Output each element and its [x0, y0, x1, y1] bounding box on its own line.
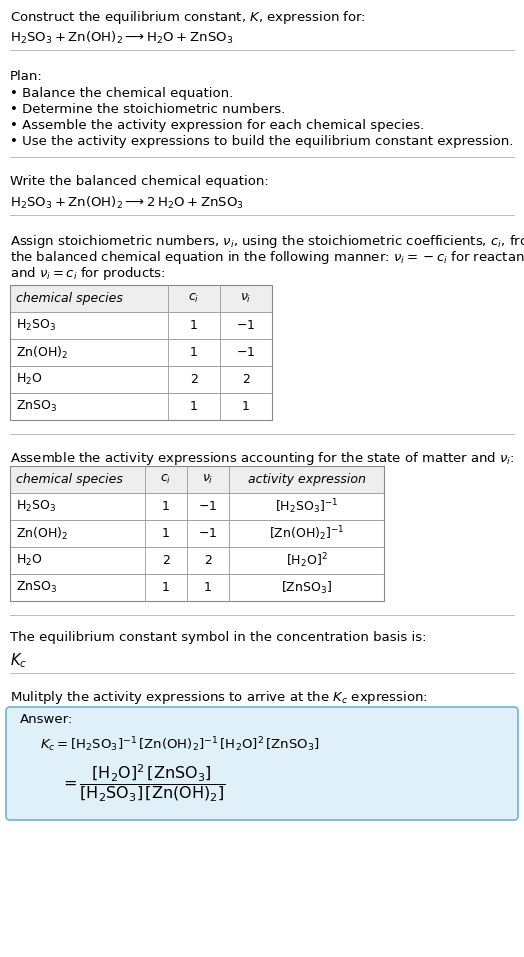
Text: Mulitply the activity expressions to arrive at the $K_c$ expression:: Mulitply the activity expressions to arr…	[10, 689, 428, 706]
Text: • Balance the chemical equation.: • Balance the chemical equation.	[10, 87, 233, 100]
Text: and $\nu_i = c_i$ for products:: and $\nu_i = c_i$ for products:	[10, 265, 166, 282]
Text: $K_c$: $K_c$	[10, 651, 27, 670]
Text: 1: 1	[190, 319, 198, 332]
Text: Plan:: Plan:	[10, 70, 43, 83]
Text: $\mathrm{H_2SO_3}$: $\mathrm{H_2SO_3}$	[16, 499, 56, 514]
Text: • Use the activity expressions to build the equilibrium constant expression.: • Use the activity expressions to build …	[10, 135, 514, 148]
Text: $\mathrm{H_2O}$: $\mathrm{H_2O}$	[16, 553, 42, 568]
Text: • Assemble the activity expression for each chemical species.: • Assemble the activity expression for e…	[10, 119, 424, 132]
Text: $\mathrm{Zn(OH)_2}$: $\mathrm{Zn(OH)_2}$	[16, 525, 68, 542]
Text: $c_i$: $c_i$	[188, 292, 200, 305]
Text: 1: 1	[162, 500, 170, 513]
Text: chemical species: chemical species	[16, 292, 123, 305]
Text: $[\mathrm{Zn(OH)_2}]^{-1}$: $[\mathrm{Zn(OH)_2}]^{-1}$	[269, 524, 344, 543]
Text: 1: 1	[204, 581, 212, 594]
Text: $[\mathrm{H_2SO_3}]^{-1}$: $[\mathrm{H_2SO_3}]^{-1}$	[275, 497, 338, 516]
Text: $-1$: $-1$	[199, 500, 217, 513]
Text: $[\mathrm{H_2O}]^{2}$: $[\mathrm{H_2O}]^{2}$	[286, 551, 328, 569]
FancyBboxPatch shape	[10, 520, 384, 547]
Text: Write the balanced chemical equation:: Write the balanced chemical equation:	[10, 175, 269, 188]
Text: 2: 2	[190, 373, 198, 386]
Text: $= \dfrac{[\mathrm{H_2O}]^{2}\,[\mathrm{ZnSO_3}]}{[\mathrm{H_2SO_3}]\,[\mathrm{Z: $= \dfrac{[\mathrm{H_2O}]^{2}\,[\mathrm{…	[60, 763, 225, 804]
Text: $-1$: $-1$	[236, 346, 256, 359]
Text: $-1$: $-1$	[236, 319, 256, 332]
Text: chemical species: chemical species	[16, 473, 123, 486]
Text: 1: 1	[190, 346, 198, 359]
Text: $\mathrm{H_2SO_3}$: $\mathrm{H_2SO_3}$	[16, 318, 56, 333]
Text: The equilibrium constant symbol in the concentration basis is:: The equilibrium constant symbol in the c…	[10, 631, 427, 644]
Text: Construct the equilibrium constant, $K$, expression for:: Construct the equilibrium constant, $K$,…	[10, 9, 366, 26]
Text: $\mathrm{ZnSO_3}$: $\mathrm{ZnSO_3}$	[16, 399, 57, 414]
Text: 1: 1	[162, 581, 170, 594]
FancyBboxPatch shape	[6, 707, 518, 820]
Text: $K_c = [\mathrm{H_2SO_3}]^{-1}\,[\mathrm{Zn(OH)_2}]^{-1}\,[\mathrm{H_2O}]^{2}\,[: $K_c = [\mathrm{H_2SO_3}]^{-1}\,[\mathrm…	[40, 735, 320, 754]
FancyBboxPatch shape	[10, 547, 384, 574]
Text: $\mathrm{H_2O}$: $\mathrm{H_2O}$	[16, 372, 42, 387]
Text: Assign stoichiometric numbers, $\nu_i$, using the stoichiometric coefficients, $: Assign stoichiometric numbers, $\nu_i$, …	[10, 233, 524, 250]
Text: $\mathrm{Zn(OH)_2}$: $\mathrm{Zn(OH)_2}$	[16, 345, 68, 361]
Text: • Determine the stoichiometric numbers.: • Determine the stoichiometric numbers.	[10, 103, 285, 116]
Text: $\mathrm{H_2SO_3 + Zn(OH)_2 \longrightarrow H_2O + ZnSO_3}$: $\mathrm{H_2SO_3 + Zn(OH)_2 \longrightar…	[10, 30, 233, 46]
FancyBboxPatch shape	[10, 312, 272, 339]
FancyBboxPatch shape	[10, 574, 384, 601]
Text: $[\mathrm{ZnSO_3}]$: $[\mathrm{ZnSO_3}]$	[281, 579, 332, 595]
FancyBboxPatch shape	[10, 493, 384, 520]
Text: 2: 2	[162, 554, 170, 567]
Text: 1: 1	[190, 400, 198, 413]
Text: Answer:: Answer:	[20, 713, 73, 726]
Text: the balanced chemical equation in the following manner: $\nu_i = -c_i$ for react: the balanced chemical equation in the fo…	[10, 249, 524, 266]
Text: Assemble the activity expressions accounting for the state of matter and $\nu_i$: Assemble the activity expressions accoun…	[10, 450, 515, 467]
Text: 1: 1	[242, 400, 250, 413]
Text: 1: 1	[162, 527, 170, 540]
Text: $\mathrm{ZnSO_3}$: $\mathrm{ZnSO_3}$	[16, 580, 57, 595]
Text: 2: 2	[204, 554, 212, 567]
Text: $-1$: $-1$	[199, 527, 217, 540]
Text: $c_i$: $c_i$	[160, 473, 172, 486]
FancyBboxPatch shape	[10, 366, 272, 393]
Text: 2: 2	[242, 373, 250, 386]
Text: activity expression: activity expression	[247, 473, 365, 486]
Text: $\nu_i$: $\nu_i$	[202, 473, 214, 486]
Text: $\mathrm{H_2SO_3 + Zn(OH)_2 \longrightarrow 2\,H_2O + ZnSO_3}$: $\mathrm{H_2SO_3 + Zn(OH)_2 \longrightar…	[10, 195, 244, 211]
FancyBboxPatch shape	[10, 393, 272, 420]
Text: $\nu_i$: $\nu_i$	[241, 292, 252, 305]
FancyBboxPatch shape	[10, 466, 384, 493]
FancyBboxPatch shape	[10, 339, 272, 366]
FancyBboxPatch shape	[10, 285, 272, 312]
